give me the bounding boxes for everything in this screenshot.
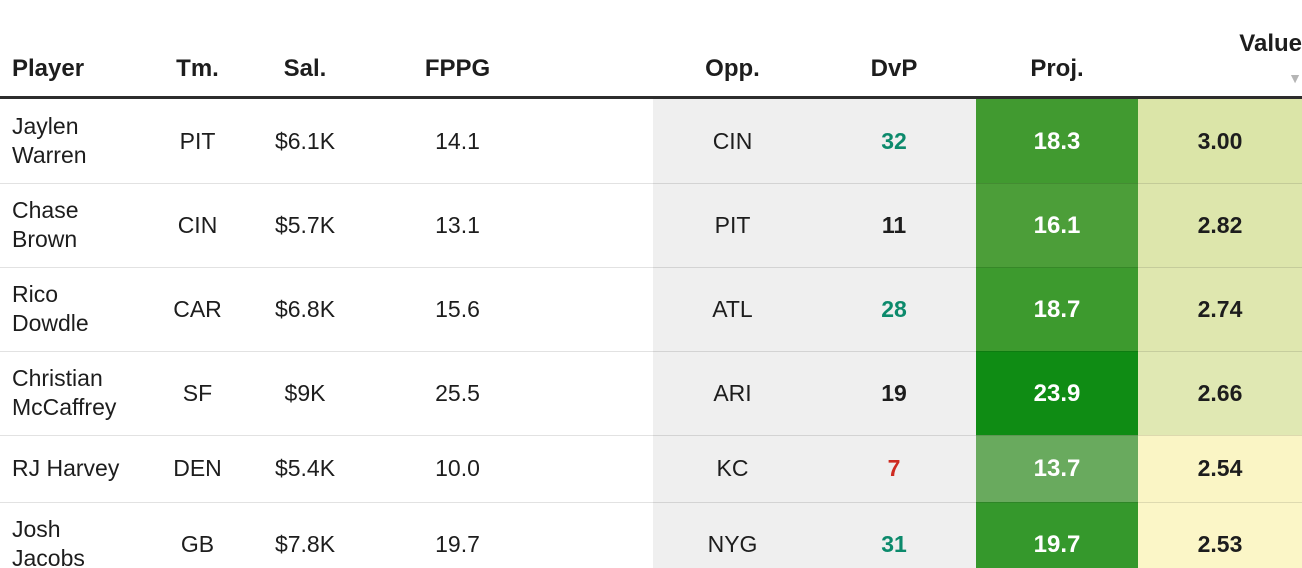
value-cell: 2.53: [1138, 502, 1302, 568]
player-name-cell: Christian McCaffrey: [0, 351, 160, 435]
fppg-cell: 19.7: [375, 502, 540, 568]
col-header-fppg[interactable]: FPPG: [424, 55, 491, 82]
col-header-player[interactable]: Player: [12, 55, 85, 82]
row-spacer: [540, 351, 653, 435]
salary-cell: $9K: [235, 351, 375, 435]
team-cell: CAR: [160, 267, 235, 351]
opponent-cell: ARI: [653, 351, 812, 435]
dvp-cell: 7: [812, 435, 976, 502]
team-cell: DEN: [160, 435, 235, 502]
player-name: Jaylen Warren: [12, 113, 87, 168]
fppg-cell: 13.1: [375, 183, 540, 267]
dvp-cell: 11: [812, 183, 976, 267]
table-header-row: Player Tm. Sal. FPPG Opp. DvP Proj. Valu…: [0, 0, 1302, 99]
table-row: Josh Jacobs GB $7.8K 19.7 NYG 31 19.7 2.…: [0, 502, 1302, 568]
team-cell: CIN: [160, 183, 235, 267]
projection-cell: 23.9: [976, 351, 1138, 435]
col-header-team[interactable]: Tm.: [176, 55, 219, 82]
value-cell: 2.82: [1138, 183, 1302, 267]
projection-cell: 18.7: [976, 267, 1138, 351]
col-header-salary[interactable]: Sal.: [283, 55, 327, 82]
table-row: Jaylen Warren PIT $6.1K 14.1 CIN 32 18.3…: [0, 99, 1302, 183]
value-cell: 2.54: [1138, 435, 1302, 502]
salary-cell: $6.1K: [274, 127, 336, 154]
table-row: Rico Dowdle CAR $6.8K 15.6 ATL 28 18.7 2…: [0, 267, 1302, 351]
salary-cell: $5.4K: [235, 435, 375, 502]
header-spacer: [540, 0, 653, 96]
projection-cell: 19.7: [976, 502, 1138, 568]
value-cell: 3.00: [1138, 99, 1302, 183]
projection-cell: 16.1: [976, 183, 1138, 267]
col-header-proj[interactable]: Proj.: [1030, 55, 1084, 82]
table-row: RJ Harvey DEN $5.4K 10.0 KC 7 13.7 2.54: [0, 435, 1302, 502]
projection-cell: 18.3: [976, 99, 1138, 183]
col-header-opponent[interactable]: Opp.: [705, 55, 760, 82]
col-header-value[interactable]: Value ▼: [1138, 0, 1302, 96]
player-name: Rico Dowdle: [12, 281, 89, 336]
player-name: Christian McCaffrey: [12, 365, 117, 420]
player-name: Josh Jacobs: [12, 516, 85, 568]
player-name-cell: Jaylen Warren: [0, 99, 160, 183]
dvp-cell: 19: [812, 351, 976, 435]
opponent-cell: CIN: [653, 99, 812, 183]
fppg-cell: 10.0: [375, 435, 540, 502]
player-name-cell: Chase Brown: [0, 183, 160, 267]
value-cell: 2.74: [1138, 267, 1302, 351]
opponent-cell: PIT: [653, 183, 812, 267]
sort-desc-icon: ▼: [1288, 70, 1302, 86]
player-name: Chase Brown: [12, 197, 79, 252]
salary-cell: $7.8K: [235, 502, 375, 568]
player-name-cell: RJ Harvey: [0, 435, 160, 502]
salary-cell: $5.7K: [235, 183, 375, 267]
team-cell: GB: [160, 502, 235, 568]
table-row: Christian McCaffrey SF $9K 25.5 ARI 19 2…: [0, 351, 1302, 435]
dvp-cell: 31: [812, 502, 976, 568]
row-spacer: [540, 502, 653, 568]
dvp-cell: 28: [812, 267, 976, 351]
row-spacer: [540, 99, 653, 183]
team-cell: SF: [160, 351, 235, 435]
fppg-cell: 14.1: [435, 127, 480, 154]
projection-cell: 13.7: [976, 435, 1138, 502]
dvp-cell: 32: [812, 99, 976, 183]
row-spacer: [540, 435, 653, 502]
col-header-dvp[interactable]: DvP: [870, 55, 918, 82]
row-spacer: [540, 267, 653, 351]
opponent-cell: ATL: [653, 267, 812, 351]
table-row: Chase Brown CIN $5.7K 13.1 PIT 11 16.1 2…: [0, 183, 1302, 267]
player-name-cell: Rico Dowdle: [0, 267, 160, 351]
col-header-value-label: Value: [1239, 30, 1302, 57]
player-name: RJ Harvey: [12, 455, 120, 481]
fppg-cell: 15.6: [375, 267, 540, 351]
opponent-cell: NYG: [653, 502, 812, 568]
team-cell: PIT: [179, 127, 216, 154]
value-cell: 2.66: [1138, 351, 1302, 435]
row-spacer: [540, 183, 653, 267]
player-name-cell: Josh Jacobs: [0, 502, 160, 568]
opponent-cell: KC: [653, 435, 812, 502]
salary-cell: $6.8K: [235, 267, 375, 351]
fppg-cell: 25.5: [375, 351, 540, 435]
